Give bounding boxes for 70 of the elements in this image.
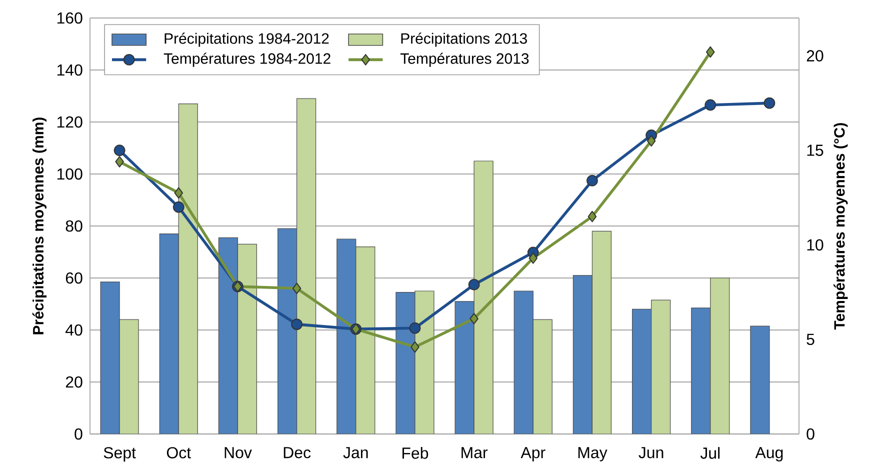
bar — [592, 230, 612, 434]
bar — [296, 98, 316, 434]
legend-label: Températures 1984-2012 — [164, 52, 330, 67]
y-tick-label: 40 — [66, 324, 82, 336]
point — [292, 282, 302, 294]
x-tick-label: Apr — [520, 447, 546, 462]
point — [468, 278, 480, 290]
y-tick-label: 100 — [57, 168, 82, 180]
legend-label: Précipitations 1984-2012 — [164, 32, 329, 47]
point — [588, 210, 597, 222]
bar — [237, 244, 258, 434]
bar — [356, 246, 376, 434]
y-tick-label: 140 — [57, 64, 82, 76]
x-tick-label: Sept — [104, 447, 136, 462]
y2-tick-label: 10 — [807, 239, 824, 251]
point — [704, 99, 716, 111]
y2-tick-label: 5 — [806, 334, 814, 346]
point — [764, 97, 776, 109]
y-tick-label: 80 — [66, 220, 82, 232]
bar — [159, 234, 179, 434]
point — [706, 46, 715, 58]
bar — [750, 326, 770, 434]
y2-axis-title: Températures moyennes (°C) — [834, 123, 848, 330]
bar — [454, 301, 474, 434]
x-tick-label: Jun — [638, 447, 664, 458]
y-tick-label: 120 — [57, 116, 82, 128]
x-tick-label: Jul — [700, 447, 720, 459]
bar — [278, 228, 298, 434]
bar — [218, 237, 238, 434]
point — [586, 174, 598, 186]
y-tick-label: 20 — [66, 376, 82, 388]
point — [646, 135, 656, 147]
y-tick-label: 60 — [66, 272, 82, 284]
y-tick-label: 160 — [57, 12, 82, 24]
x-tick-label: Mar — [462, 447, 488, 458]
point — [409, 322, 421, 334]
x-tick-label: Nov — [224, 447, 252, 458]
point — [291, 318, 302, 330]
x-tick-label: Oct — [166, 447, 191, 458]
x-tick-label: Aug — [755, 447, 783, 462]
y2-tick-label: 15 — [807, 144, 824, 156]
bar — [710, 278, 730, 434]
bar — [100, 282, 120, 434]
y-axis-title: Précipitations moyennes (mm) — [32, 118, 47, 334]
bar — [474, 160, 494, 434]
y2-tick-label: 0 — [806, 428, 814, 440]
bar — [651, 300, 671, 434]
x-tick-label: Dec — [284, 447, 311, 458]
bar — [119, 319, 139, 434]
point — [115, 156, 124, 168]
point — [174, 187, 184, 199]
point — [172, 201, 184, 213]
point — [528, 252, 538, 264]
x-tick-label: May — [578, 447, 608, 462]
point — [470, 312, 478, 324]
bar — [336, 238, 356, 434]
x-tick-label: Jan — [343, 447, 368, 458]
y-tick-label: 0 — [74, 428, 82, 440]
x-tick-label: Feb — [402, 447, 428, 459]
bar — [691, 308, 711, 434]
bar — [178, 104, 198, 434]
y2-tick-label: 20 — [806, 50, 824, 62]
bar — [632, 308, 652, 434]
point — [114, 144, 126, 156]
bar — [514, 290, 534, 434]
bar — [532, 319, 552, 434]
point — [410, 341, 420, 353]
legend-label: Précipitations 2013 — [401, 32, 527, 47]
legend-label: Températures 2013 — [400, 52, 529, 67]
bar — [572, 275, 593, 434]
